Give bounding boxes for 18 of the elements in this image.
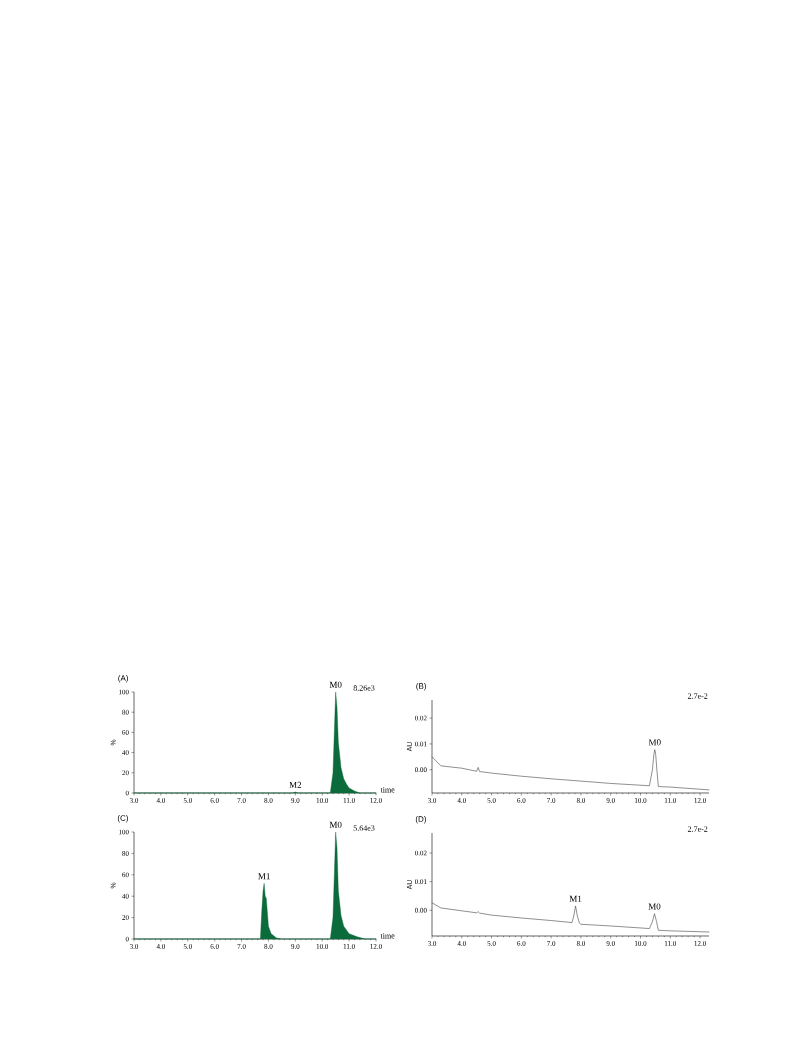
text: 2.7e-2 <box>687 693 708 699</box>
text: 2.7e-2 <box>687 826 708 832</box>
x-axis-title: time <box>380 933 395 939</box>
annotation: M0 <box>648 739 661 746</box>
annotation: M0 <box>329 681 342 688</box>
annotation: M1 <box>569 895 582 902</box>
annotation: M0 <box>329 821 342 828</box>
line-series <box>431 902 710 933</box>
chart-title: (A) <box>118 675 128 683</box>
chart-title: (C) <box>117 815 128 823</box>
x-axis-title: time <box>380 787 395 793</box>
annotation: M0 <box>648 903 661 910</box>
chart-title: (D) <box>415 816 426 824</box>
annotation: M1 <box>258 873 270 880</box>
text: 8.26e3 <box>353 685 375 691</box>
annotation: M2 <box>289 781 302 788</box>
chart-title: (B) <box>416 683 426 691</box>
text: 5.64e3 <box>353 825 375 831</box>
